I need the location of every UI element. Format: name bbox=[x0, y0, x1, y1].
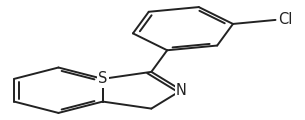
Text: S: S bbox=[98, 71, 107, 86]
Text: Cl: Cl bbox=[278, 12, 292, 27]
Text: N: N bbox=[176, 83, 187, 98]
